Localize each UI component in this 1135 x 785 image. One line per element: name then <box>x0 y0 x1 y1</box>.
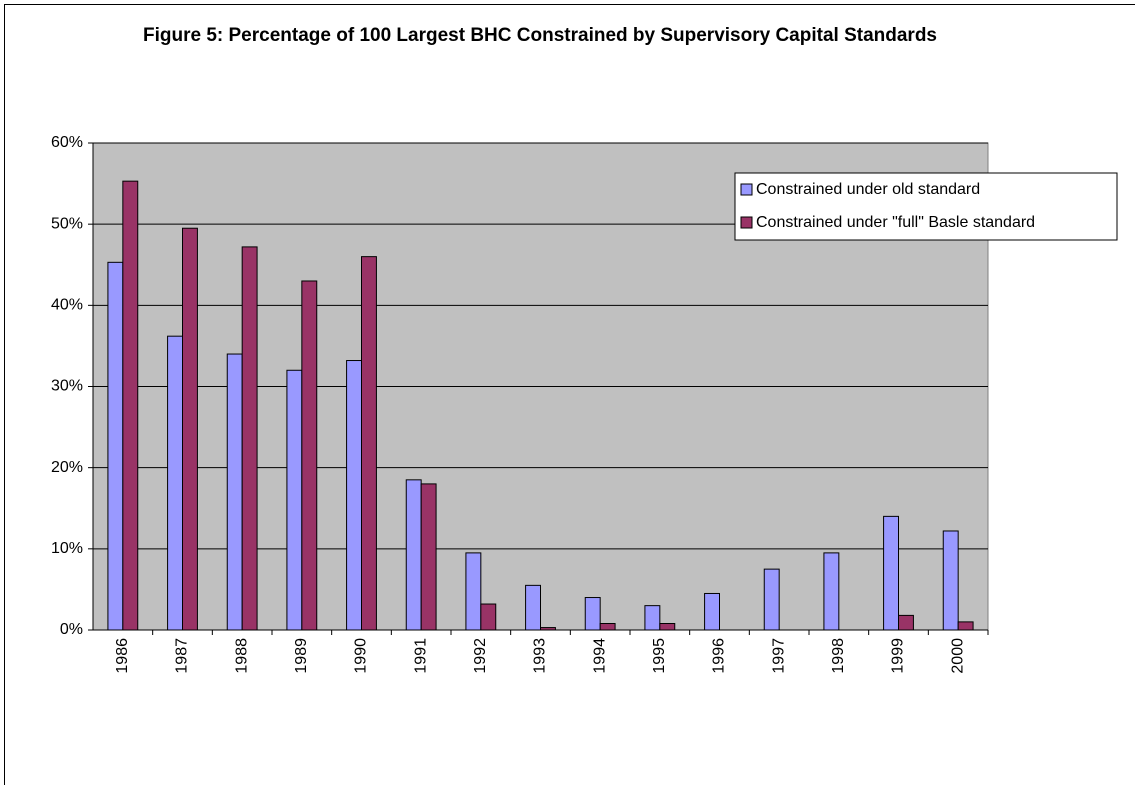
bar <box>883 515 899 631</box>
bar <box>644 605 661 631</box>
x-tick-label: 1997 <box>770 638 787 674</box>
x-tick-label: 1986 <box>114 638 131 674</box>
y-tick-label: 0% <box>60 621 83 638</box>
x-tick-label: 1989 <box>293 638 310 674</box>
x-tick-label: 2000 <box>949 638 966 674</box>
bar <box>957 621 974 631</box>
legend-label: Constrained under old standard <box>756 181 980 198</box>
bar <box>465 552 482 631</box>
y-tick-label: 30% <box>51 378 83 395</box>
bar <box>599 623 616 631</box>
chart-title: Figure 5: Percentage of 100 Largest BHC … <box>143 25 937 46</box>
x-tick-label: 1987 <box>174 638 191 674</box>
x-tick-label: 1995 <box>651 638 668 674</box>
bar <box>182 227 198 631</box>
bar <box>823 552 840 631</box>
x-tick-label: 1988 <box>233 638 250 674</box>
y-tick-label: 60% <box>51 134 83 151</box>
legend-box <box>734 172 1118 241</box>
legend-label: Constrained under "full" Basle standard <box>756 214 1035 231</box>
bar <box>540 627 556 631</box>
x-tick-label: 1991 <box>412 638 429 674</box>
y-tick-label: 10% <box>51 540 83 557</box>
bar <box>898 614 914 631</box>
bar <box>584 597 601 631</box>
bar <box>122 180 139 631</box>
x-tick-label: 1998 <box>830 638 847 674</box>
bar <box>763 568 780 631</box>
x-tick-label: 1993 <box>532 638 549 674</box>
bar <box>704 592 720 631</box>
bar <box>942 530 959 631</box>
bar <box>361 256 377 631</box>
bar <box>286 369 303 631</box>
bar <box>107 261 124 631</box>
bar <box>525 584 541 631</box>
y-tick-label: 20% <box>51 459 83 476</box>
bar <box>226 353 243 631</box>
bar <box>346 360 363 631</box>
bar <box>167 335 183 631</box>
x-tick-label: 1999 <box>890 638 907 674</box>
bar <box>659 623 676 631</box>
legend-swatch <box>740 183 753 196</box>
bar <box>241 246 258 631</box>
legend-swatch <box>740 216 753 229</box>
y-tick-label: 50% <box>51 215 83 232</box>
x-tick-label: 1992 <box>472 638 489 674</box>
y-tick-label: 40% <box>51 297 83 314</box>
x-tick-label: 1990 <box>353 638 370 674</box>
bar <box>480 603 497 631</box>
bar <box>405 479 422 631</box>
x-tick-label: 1994 <box>591 638 608 674</box>
x-tick-label: 1996 <box>711 638 728 674</box>
bar <box>420 483 437 631</box>
bar <box>301 280 318 631</box>
